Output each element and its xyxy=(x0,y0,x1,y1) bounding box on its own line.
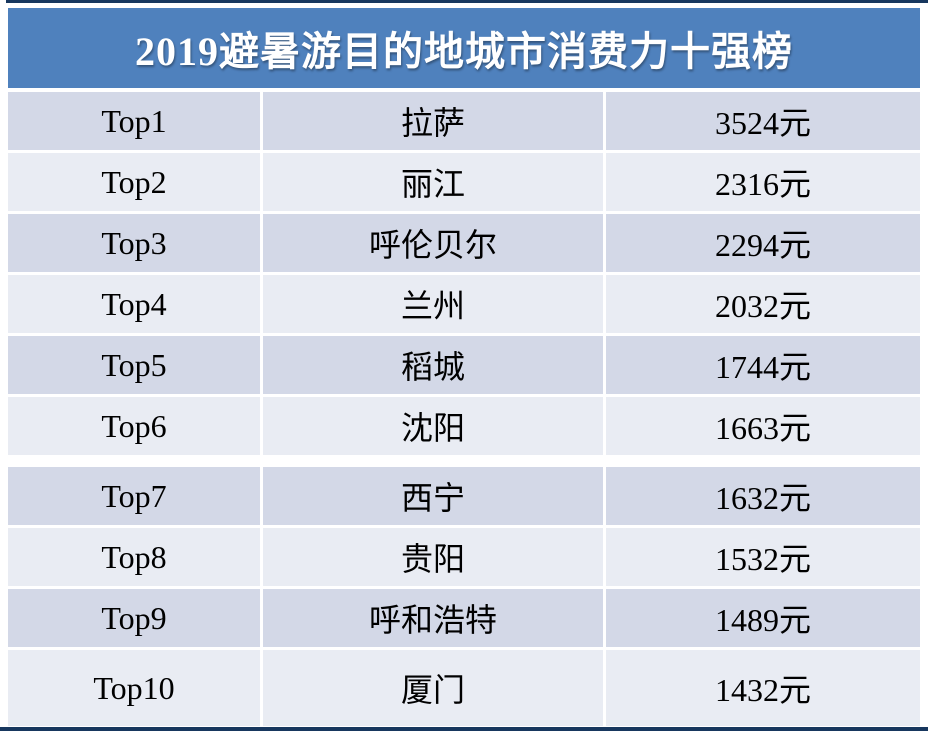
table-row: Top2 丽江 2316元 xyxy=(8,153,920,211)
value-cell: 3524元 xyxy=(606,92,920,150)
table-row: Top6 沈阳 1663元 xyxy=(8,397,920,455)
value-cell: 1744元 xyxy=(606,336,920,394)
table-row: Top10 厦门 1432元 xyxy=(8,650,920,726)
table-row: Top3 呼伦贝尔 2294元 xyxy=(8,214,920,272)
rank-cell: Top1 xyxy=(8,92,260,150)
table-row: Top5 稻城 1744元 xyxy=(8,336,920,394)
table-row: Top4 兰州 2032元 xyxy=(8,275,920,333)
rank-cell: Top7 xyxy=(8,467,260,525)
city-cell: 丽江 xyxy=(263,153,603,211)
value-cell: 1532元 xyxy=(606,528,920,586)
value-cell: 1663元 xyxy=(606,397,920,455)
rank-cell: Top9 xyxy=(8,589,260,647)
rank-cell: Top5 xyxy=(8,336,260,394)
table-row: Top1 拉萨 3524元 xyxy=(8,92,920,150)
rank-cell: Top3 xyxy=(8,214,260,272)
city-cell: 西宁 xyxy=(263,467,603,525)
value-cell: 1432元 xyxy=(606,650,920,726)
rank-cell: Top4 xyxy=(8,275,260,333)
city-cell: 拉萨 xyxy=(263,92,603,150)
value-cell: 2032元 xyxy=(606,275,920,333)
rank-cell: Top2 xyxy=(8,153,260,211)
bottom-border-line xyxy=(0,727,928,731)
city-cell: 呼和浩特 xyxy=(263,589,603,647)
table-row: Top8 贵阳 1532元 xyxy=(8,528,920,586)
table-row: Top7 西宁 1632元 xyxy=(8,467,920,525)
rank-cell: Top10 xyxy=(8,650,260,726)
city-cell: 贵阳 xyxy=(263,528,603,586)
value-cell: 2316元 xyxy=(606,153,920,211)
table-title: 2019避暑游目的地城市消费力十强榜 xyxy=(8,8,920,88)
value-cell: 1632元 xyxy=(606,467,920,525)
ranking-table: 2019避暑游目的地城市消费力十强榜 Top1 拉萨 3524元 Top2 丽江… xyxy=(8,8,920,726)
city-cell: 厦门 xyxy=(263,650,603,726)
top-border-line xyxy=(6,0,928,3)
value-cell: 1489元 xyxy=(606,589,920,647)
city-cell: 呼伦贝尔 xyxy=(263,214,603,272)
city-cell: 稻城 xyxy=(263,336,603,394)
city-cell: 兰州 xyxy=(263,275,603,333)
value-cell: 2294元 xyxy=(606,214,920,272)
city-cell: 沈阳 xyxy=(263,397,603,455)
rank-cell: Top8 xyxy=(8,528,260,586)
rank-cell: Top6 xyxy=(8,397,260,455)
table-row: Top9 呼和浩特 1489元 xyxy=(8,589,920,647)
